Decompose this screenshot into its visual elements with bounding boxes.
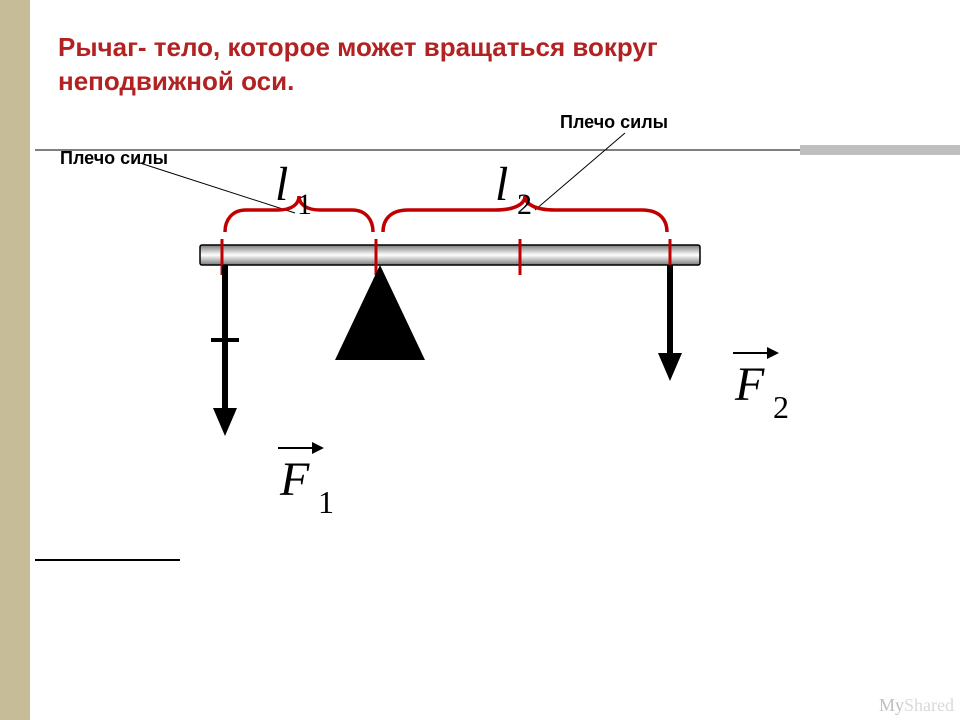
force-f1-arrow bbox=[211, 265, 239, 436]
svg-text:2: 2 bbox=[773, 389, 789, 425]
lever-diagram: l 1 l 2 F 1 F 2 bbox=[0, 0, 960, 720]
left-stripe bbox=[0, 0, 30, 720]
svg-text:1: 1 bbox=[318, 484, 334, 520]
fulcrum bbox=[335, 265, 425, 360]
lever-bar bbox=[200, 245, 700, 265]
pointer-left bbox=[140, 163, 295, 213]
symbol-f2: F 2 bbox=[733, 353, 789, 425]
watermark-my: My bbox=[879, 695, 904, 715]
force-f2-arrow bbox=[658, 265, 682, 381]
watermark-shared: Shared bbox=[904, 695, 954, 715]
svg-text:l: l bbox=[495, 158, 508, 211]
svg-text:F: F bbox=[279, 453, 310, 506]
pointer-right bbox=[535, 133, 625, 210]
svg-text:2: 2 bbox=[517, 188, 532, 221]
title-underline-accent bbox=[800, 145, 960, 155]
slide: Рычаг- тело, которое может вращаться вок… bbox=[0, 0, 960, 720]
svg-text:l: l bbox=[275, 158, 288, 211]
svg-text:F: F bbox=[734, 358, 765, 411]
symbol-f1: F 1 bbox=[278, 448, 334, 520]
svg-text:1: 1 bbox=[297, 188, 312, 221]
watermark: MyShared bbox=[879, 695, 954, 716]
